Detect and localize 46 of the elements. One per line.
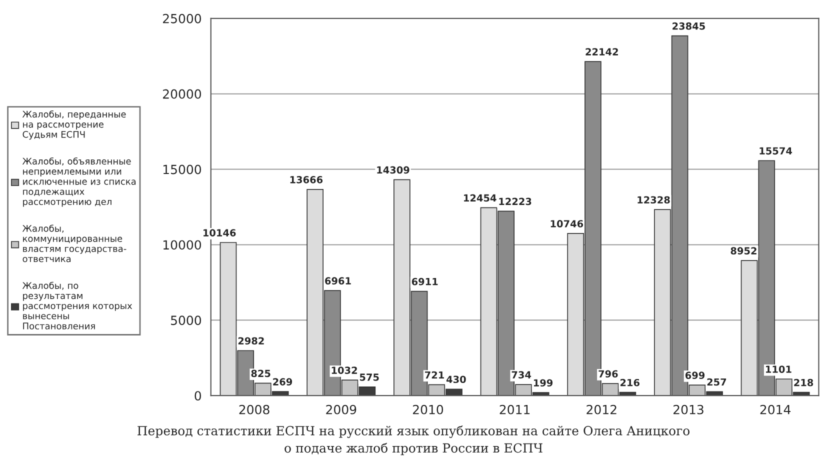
data-label: 14309: [377, 166, 410, 174]
y-tick-label: 15000: [163, 164, 202, 174]
y-tick-label: 5000: [171, 316, 202, 326]
data-label: 575: [360, 374, 379, 381]
data-label: 430: [446, 376, 466, 384]
data-label: 1101: [766, 366, 792, 373]
data-label: 13666: [290, 176, 323, 184]
data-label: 825: [251, 370, 270, 378]
x-tick-label: 2009: [326, 404, 356, 414]
data-label: 6961: [325, 277, 351, 285]
data-label: 15574: [760, 147, 792, 155]
data-label: 257: [707, 378, 726, 386]
data-label: 218: [794, 378, 814, 386]
legend-label: Жалобы, коммуницированные властям государства- ответчика: [22, 224, 126, 262]
y-tick-label: 20000: [163, 89, 202, 99]
data-label: 199: [534, 379, 553, 387]
data-label: 12223: [499, 198, 532, 206]
data-label: 10146: [204, 229, 236, 236]
data-label: 1032: [332, 366, 357, 374]
legend-label: Жалобы, по результатам рассмотрения которых вынесены Постановления: [22, 282, 132, 330]
data-label: 22142: [586, 48, 618, 56]
data-label: 10746: [550, 220, 584, 228]
y-tick-label: 25000: [163, 14, 202, 24]
data-label: 12328: [638, 196, 670, 204]
data-label: 8952: [730, 247, 756, 254]
x-tick-label: 2011: [500, 404, 530, 414]
legend-label: Жалобы, переданные на рассмотрение Судьям ЕСПЧ: [22, 110, 126, 140]
x-tick-label: 2010: [412, 404, 444, 414]
data-label: 6911: [412, 278, 438, 286]
y-tick-label: 10000: [163, 240, 202, 250]
x-tick-label: 2014: [760, 404, 791, 414]
data-label: 2982: [238, 337, 264, 345]
data-label: 23845: [672, 22, 705, 30]
x-tick-label: 2013: [673, 404, 704, 414]
x-tick-label: 2008: [239, 404, 270, 414]
legend-label: Жалобы, объявленные неприемлемыми или исключенные из списка подлежащих рассмотрению дел: [22, 157, 136, 207]
data-label: 796: [598, 370, 618, 378]
x-tick-label: 2012: [586, 404, 616, 414]
data-label: 12454: [464, 194, 496, 202]
text: Перевод статистики ЕСПЧ на русский язык опубликован на сайте Олега Аницкого о подаче жалоб против России в ЕСПЧ: [138, 426, 690, 456]
data-label: 269: [273, 378, 292, 386]
data-label: 721: [425, 371, 444, 379]
data-label: 216: [620, 378, 640, 386]
data-label: 734: [512, 371, 532, 378]
data-label: 699: [685, 372, 705, 380]
y-tick-label: 0: [194, 391, 202, 401]
